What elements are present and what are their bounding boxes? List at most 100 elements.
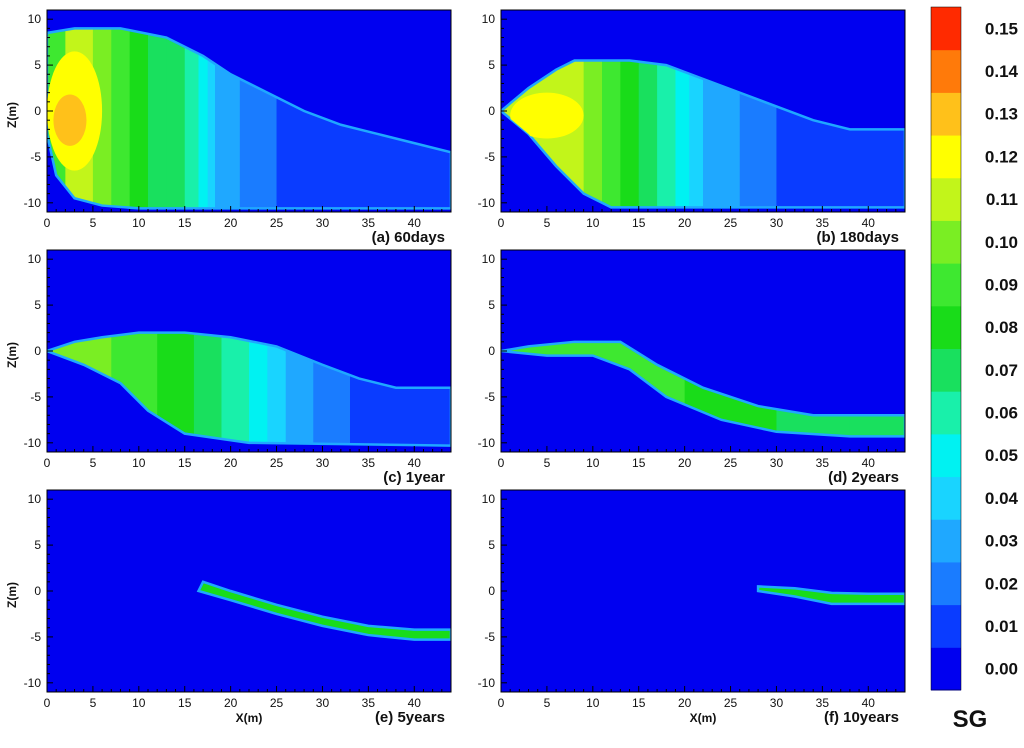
sg-band: [129, 28, 149, 209]
sg-band: [620, 60, 640, 208]
z-tick-label: -10: [478, 676, 496, 690]
x-tick-label: 0: [498, 216, 505, 230]
z-axis-label: Z(m): [5, 582, 19, 608]
x-tick-label: 35: [816, 456, 830, 470]
x-tick-label: 10: [586, 456, 600, 470]
sg-band: [267, 332, 287, 446]
x-tick-label: 0: [498, 696, 505, 710]
x-tick-label: 15: [178, 456, 192, 470]
z-tick-label: 5: [34, 298, 41, 312]
colorbar-swatch: [931, 305, 961, 349]
x-tick-label: 5: [90, 696, 97, 710]
z-tick-label: 5: [34, 58, 41, 72]
panels-layer: 0 5 10 15 20 25 30 35 40 10 5 0 -5 -10 Z(m) (a) 60days 0…: [5, 9, 906, 726]
x-tick-label: 40: [862, 216, 876, 230]
sg-band: [92, 28, 112, 209]
z-tick-label: 0: [34, 584, 41, 598]
z-tick-label: 0: [488, 344, 495, 358]
x-tick-label: 25: [270, 696, 284, 710]
sg-band: [221, 332, 250, 446]
z-tick-label: -5: [30, 150, 41, 164]
z-tick-label: 10: [482, 492, 496, 506]
colorbar-tick-label: 0.13: [985, 105, 1018, 124]
colorbar-tick-label: 0.03: [985, 532, 1018, 551]
sg-band: [583, 60, 603, 208]
x-tick-label: 15: [178, 696, 192, 710]
colorbar-title: SG: [953, 706, 988, 733]
panel-caption: (c) 1year: [383, 469, 445, 486]
z-tick-label: 5: [488, 538, 495, 552]
colorbar-swatch: [931, 7, 961, 51]
z-tick-label: -10: [24, 196, 42, 210]
x-tick-label: 30: [770, 216, 784, 230]
x-tick-label: 30: [316, 216, 330, 230]
colorbar-swatch: [931, 519, 961, 563]
x-tick-label: 20: [678, 216, 692, 230]
x-tick-label: 40: [408, 696, 422, 710]
sg-band: [198, 28, 209, 209]
sg-band: [207, 28, 216, 209]
sg-band: [166, 28, 186, 209]
z-tick-label: -5: [484, 630, 495, 644]
x-tick-label: 35: [362, 216, 376, 230]
x-tick-label: 5: [544, 456, 551, 470]
panel-caption: (e) 5years: [375, 709, 445, 726]
colorbar-swatch: [931, 348, 961, 392]
x-tick-label: 20: [224, 696, 238, 710]
colorbar-swatch: [931, 561, 961, 606]
z-tick-label: -5: [484, 390, 495, 404]
colorbar-tick-label: 0.01: [985, 617, 1018, 636]
colorbar-swatch: [931, 476, 961, 520]
panel-b: 0 5 10 15 20 25 30 35 40 10 5 0 -5 -10 (b) 180days: [478, 9, 906, 246]
z-tick-label: -5: [30, 630, 41, 644]
plume-fringe: [47, 331, 451, 447]
z-tick-label: 0: [488, 104, 495, 118]
x-tick-label: 10: [132, 456, 146, 470]
plume-fringe: [501, 340, 905, 438]
z-tick-label: -5: [484, 150, 495, 164]
colorbar-swatch: [931, 433, 961, 478]
z-tick-label: -10: [24, 436, 42, 450]
x-tick-label: 5: [90, 456, 97, 470]
sg-band: [689, 60, 704, 208]
x-tick-label: 0: [44, 216, 51, 230]
colorbar-frame: [930, 6, 962, 691]
colorbar-swatch: [931, 220, 961, 264]
sg-band: [675, 60, 690, 208]
z-tick-label: 0: [34, 344, 41, 358]
panel-d: 0 5 10 15 20 25 30 35 40 10 5 0 -5 -10 (d) 2years: [478, 249, 906, 486]
x-tick-label: 25: [270, 216, 284, 230]
sg-band: [657, 60, 676, 208]
z-tick-label: -5: [30, 390, 41, 404]
colorbar-swatch: [931, 177, 961, 221]
colorbar-tick-label: 0.00: [985, 660, 1018, 679]
colorbar-tick-label: 0.10: [985, 233, 1018, 252]
z-tick-label: 0: [34, 104, 41, 118]
colorbar-swatch: [931, 391, 961, 435]
colorbar-swatch: [931, 604, 961, 648]
x-tick-label: 30: [316, 696, 330, 710]
colorbar-swatch: [931, 92, 961, 136]
z-tick-label: 10: [482, 12, 496, 26]
colorbar-tick-label: 0.09: [985, 275, 1018, 294]
plot-background: [47, 490, 451, 692]
x-tick-label: 35: [362, 456, 376, 470]
colorbar-tick-label: 0.07: [985, 361, 1018, 380]
x-tick-label: 30: [316, 456, 330, 470]
panel-caption: (a) 60days: [372, 229, 445, 246]
x-tick-label: 25: [724, 696, 738, 710]
sg-band: [249, 332, 268, 446]
x-tick-label: 35: [816, 696, 830, 710]
x-tick-label: 40: [862, 456, 876, 470]
colorbar-tick-label: 0.02: [985, 574, 1018, 593]
x-tick-label: 30: [770, 456, 784, 470]
colorbar-tick-label: 0.12: [985, 147, 1018, 166]
panel-caption: (b) 180days: [816, 229, 899, 246]
x-tick-label: 15: [178, 216, 192, 230]
x-tick-label: 5: [544, 216, 551, 230]
colorbar-swatch: [931, 647, 961, 691]
x-tick-label: 30: [770, 696, 784, 710]
colorbar-tick-label: 0.14: [985, 62, 1019, 81]
x-tick-label: 35: [816, 216, 830, 230]
